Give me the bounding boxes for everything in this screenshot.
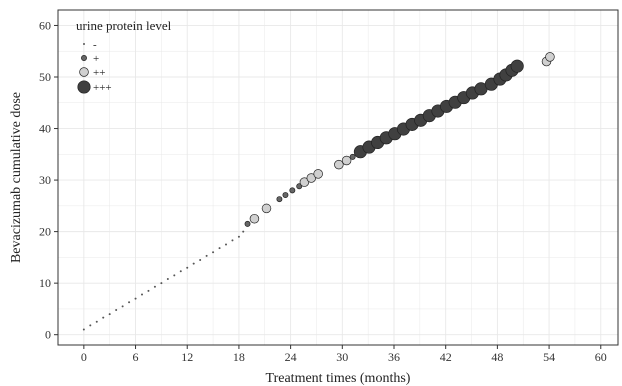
- grid-lines: [57, 10, 618, 345]
- x-tick-label: 6: [133, 350, 139, 364]
- data-points: [82, 52, 555, 331]
- data-point: [334, 159, 344, 170]
- data-point: [199, 258, 202, 261]
- data-point: [510, 59, 524, 73]
- data-point: [186, 266, 189, 269]
- y-tick-label: 60: [39, 18, 51, 32]
- plot-frame: [57, 9, 619, 346]
- data-point: [349, 153, 356, 160]
- data-point: [242, 230, 245, 233]
- legend-key: [79, 67, 89, 77]
- data-point: [212, 251, 215, 254]
- data-point: [115, 308, 118, 311]
- data-point: [179, 270, 182, 273]
- data-point: [276, 196, 283, 203]
- y-tick-label: 30: [39, 173, 51, 187]
- x-tick-label: 48: [491, 350, 503, 364]
- x-tick-label: 12: [181, 350, 193, 364]
- data-point: [306, 173, 317, 183]
- y-tick-label: 0: [45, 328, 51, 342]
- data-point: [205, 254, 208, 257]
- data-point: [95, 320, 98, 323]
- data-point: [261, 203, 272, 214]
- legend-key: [83, 43, 85, 45]
- x-tick-label: 24: [285, 350, 297, 364]
- legend-label: +: [93, 53, 99, 65]
- y-axis-title: Bevacizumab cumulative dose: [9, 92, 24, 263]
- data-point: [121, 305, 124, 308]
- legend: urine protein level -++++++: [76, 18, 172, 94]
- x-tick-label: 36: [388, 350, 400, 364]
- data-point: [153, 285, 156, 288]
- legend-label: +++: [93, 82, 112, 94]
- x-tick-label: 18: [233, 350, 245, 364]
- legend-title: urine protein level: [76, 18, 172, 33]
- data-point: [299, 177, 310, 187]
- data-point: [173, 274, 176, 277]
- x-tick-label: 42: [440, 350, 452, 364]
- data-point: [282, 192, 289, 198]
- x-tick-label: 30: [336, 350, 348, 364]
- y-tick-label: 10: [39, 276, 51, 290]
- data-point: [237, 235, 240, 238]
- legend-key: [77, 80, 91, 94]
- data-point: [134, 297, 137, 300]
- data-point: [231, 239, 234, 242]
- data-point: [128, 301, 131, 304]
- data-point: [341, 155, 352, 166]
- data-point: [89, 324, 92, 327]
- data-point: [147, 289, 150, 292]
- y-tick-label: 20: [39, 225, 51, 239]
- data-point: [108, 313, 111, 316]
- legend-label: ++: [93, 67, 105, 79]
- data-point: [249, 213, 260, 224]
- legend-label: -: [93, 39, 97, 51]
- x-tick-label: 60: [595, 350, 607, 364]
- data-point: [244, 220, 251, 227]
- x-axis-title: Treatment times (months): [266, 371, 411, 386]
- data-point: [296, 183, 303, 190]
- data-point: [141, 293, 143, 296]
- data-point: [82, 328, 85, 331]
- y-axis-ticks: 0 10 20 30 40 50 60: [39, 18, 58, 342]
- x-axis-ticks: 0 6 12 18 24 30 36 42 48 54 60: [81, 345, 607, 364]
- data-point: [218, 247, 221, 250]
- y-tick-label: 50: [39, 70, 51, 84]
- legend-key: [81, 55, 87, 61]
- data-point: [225, 243, 227, 246]
- data-point: [289, 187, 296, 194]
- y-tick-label: 40: [39, 122, 51, 136]
- data-point: [160, 282, 163, 285]
- data-point: [192, 262, 195, 265]
- data-point: [545, 52, 555, 62]
- data-point: [102, 316, 105, 319]
- x-tick-label: 0: [81, 350, 87, 364]
- data-point: [313, 169, 323, 179]
- x-tick-label: 54: [543, 350, 555, 364]
- data-point: [166, 278, 169, 281]
